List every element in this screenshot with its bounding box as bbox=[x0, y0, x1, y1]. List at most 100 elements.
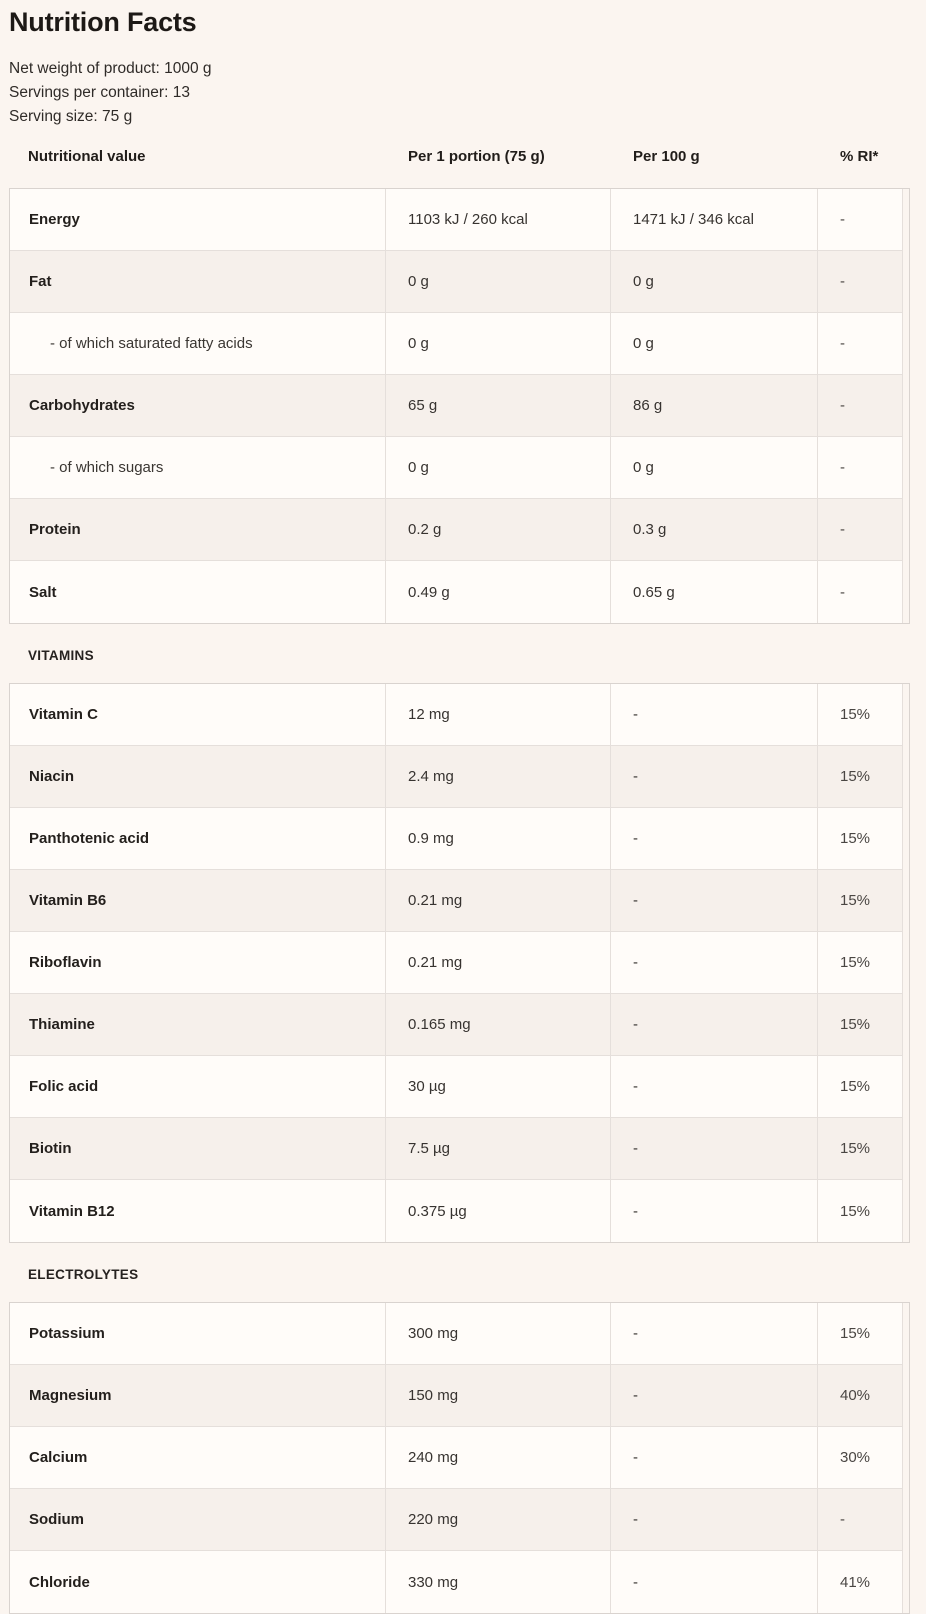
row-label-sugars: - of which sugars bbox=[10, 437, 386, 498]
table-row: Fat 0 g 0 g - bbox=[10, 251, 903, 313]
table-row: Calcium 240 mg - 30% bbox=[10, 1427, 903, 1489]
table-row: Vitamin B6 0.21 mg - 15% bbox=[10, 870, 903, 932]
row-value-ri: 15% bbox=[818, 994, 903, 1055]
table-row: Folic acid 30 µg - 15% bbox=[10, 1056, 903, 1118]
row-label-potassium: Potassium bbox=[10, 1303, 386, 1364]
table-row: Niacin 2.4 mg - 15% bbox=[10, 746, 903, 808]
row-value-per-100g: 0 g bbox=[611, 313, 818, 374]
page-title: Nutrition Facts bbox=[9, 7, 197, 37]
table-column-headers: Nutritional value Per 1 portion (75 g) P… bbox=[9, 148, 910, 166]
row-value-per-100g: - bbox=[611, 1118, 818, 1179]
row-value-per-100g: - bbox=[611, 1489, 818, 1550]
row-value-per-100g: 0 g bbox=[611, 437, 818, 498]
row-value-per-100g: - bbox=[611, 746, 818, 807]
row-value-per-portion: 330 mg bbox=[386, 1551, 611, 1613]
row-value-per-100g: - bbox=[611, 808, 818, 869]
row-value-ri: - bbox=[818, 251, 903, 312]
row-value-per-portion: 300 mg bbox=[386, 1303, 611, 1364]
product-meta: Net weight of product: 1000 g Servings p… bbox=[9, 57, 910, 129]
row-value-ri: 15% bbox=[818, 1303, 903, 1364]
row-value-per-portion: 0.2 g bbox=[386, 499, 611, 560]
net-weight-text: Net weight of product: 1000 g bbox=[9, 60, 212, 77]
row-label-biotin: Biotin bbox=[10, 1118, 386, 1179]
table-row: Chloride 330 mg - 41% bbox=[10, 1551, 903, 1613]
column-header-nutritional-value: Nutritional value bbox=[28, 148, 146, 165]
row-label-niacin: Niacin bbox=[10, 746, 386, 807]
row-value-per-100g: - bbox=[611, 1365, 818, 1426]
row-value-ri: - bbox=[818, 1489, 903, 1550]
row-label-vitamin-b12: Vitamin B12 bbox=[10, 1180, 386, 1242]
column-header-per-portion: Per 1 portion (75 g) bbox=[408, 148, 545, 165]
table-row: - of which sugars 0 g 0 g - bbox=[10, 437, 903, 499]
row-label-energy: Energy bbox=[10, 189, 386, 250]
row-value-ri: - bbox=[818, 375, 903, 436]
row-value-per-portion: 65 g bbox=[386, 375, 611, 436]
table-row: Panthotenic acid 0.9 mg - 15% bbox=[10, 808, 903, 870]
row-value-ri: 15% bbox=[818, 1118, 903, 1179]
row-value-ri: - bbox=[818, 313, 903, 374]
row-label-panthotenic-acid: Panthotenic acid bbox=[10, 808, 386, 869]
table-row: Potassium 300 mg - 15% bbox=[10, 1303, 903, 1365]
row-value-per-100g: 0.65 g bbox=[611, 561, 818, 623]
row-label-saturated-fatty-acids: - of which saturated fatty acids bbox=[10, 313, 386, 374]
row-value-per-portion: 2.4 mg bbox=[386, 746, 611, 807]
servings-per-container-text: Servings per container: 13 bbox=[9, 84, 190, 101]
row-label-vitamin-b6: Vitamin B6 bbox=[10, 870, 386, 931]
row-value-ri: 15% bbox=[818, 870, 903, 931]
row-value-per-portion: 0.21 mg bbox=[386, 870, 611, 931]
row-value-per-100g: - bbox=[611, 932, 818, 993]
row-label-chloride: Chloride bbox=[10, 1551, 386, 1613]
table-row: Vitamin B12 0.375 µg - 15% bbox=[10, 1180, 903, 1242]
row-value-ri: - bbox=[818, 437, 903, 498]
row-value-ri: 40% bbox=[818, 1365, 903, 1426]
row-value-per-portion: 30 µg bbox=[386, 1056, 611, 1117]
row-value-per-100g: - bbox=[611, 1180, 818, 1242]
row-value-per-portion: 1103 kJ / 260 kcal bbox=[386, 189, 611, 250]
table-row: Riboflavin 0.21 mg - 15% bbox=[10, 932, 903, 994]
row-value-ri: 15% bbox=[818, 1180, 903, 1242]
row-value-per-100g: - bbox=[611, 1056, 818, 1117]
macronutrients-table: Energy 1103 kJ / 260 kcal 1471 kJ / 346 … bbox=[9, 188, 910, 624]
row-value-per-portion: 0.49 g bbox=[386, 561, 611, 623]
table-row: Energy 1103 kJ / 260 kcal 1471 kJ / 346 … bbox=[10, 189, 903, 251]
row-label-folic-acid: Folic acid bbox=[10, 1056, 386, 1117]
row-label-sodium: Sodium bbox=[10, 1489, 386, 1550]
row-value-per-100g: 86 g bbox=[611, 375, 818, 436]
row-label-magnesium: Magnesium bbox=[10, 1365, 386, 1426]
row-value-ri: - bbox=[818, 189, 903, 250]
table-row: Sodium 220 mg - - bbox=[10, 1489, 903, 1551]
row-value-per-100g: 0.3 g bbox=[611, 499, 818, 560]
row-value-ri: 15% bbox=[818, 932, 903, 993]
section-heading-vitamins: VITAMINS bbox=[28, 648, 94, 663]
row-value-per-100g: - bbox=[611, 1303, 818, 1364]
row-value-per-100g: - bbox=[611, 994, 818, 1055]
row-value-ri: 15% bbox=[818, 808, 903, 869]
row-value-ri: 30% bbox=[818, 1427, 903, 1488]
row-label-fat: Fat bbox=[10, 251, 386, 312]
vitamins-table: Vitamin C 12 mg - 15% Niacin 2.4 mg - 15… bbox=[9, 683, 910, 1243]
row-value-ri: 15% bbox=[818, 684, 903, 745]
row-value-per-portion: 0 g bbox=[386, 251, 611, 312]
row-value-ri: - bbox=[818, 499, 903, 560]
row-value-per-portion: 0.9 mg bbox=[386, 808, 611, 869]
row-value-per-portion: 0.165 mg bbox=[386, 994, 611, 1055]
row-value-ri: 15% bbox=[818, 1056, 903, 1117]
row-label-salt: Salt bbox=[10, 561, 386, 623]
row-value-per-portion: 240 mg bbox=[386, 1427, 611, 1488]
row-value-per-portion: 0.375 µg bbox=[386, 1180, 611, 1242]
table-row: Protein 0.2 g 0.3 g - bbox=[10, 499, 903, 561]
row-value-per-100g: - bbox=[611, 1427, 818, 1488]
row-label-calcium: Calcium bbox=[10, 1427, 386, 1488]
row-label-riboflavin: Riboflavin bbox=[10, 932, 386, 993]
row-value-per-portion: 0 g bbox=[386, 437, 611, 498]
row-value-per-portion: 12 mg bbox=[386, 684, 611, 745]
row-label-vitamin-c: Vitamin C bbox=[10, 684, 386, 745]
row-value-per-100g: - bbox=[611, 684, 818, 745]
table-row: Magnesium 150 mg - 40% bbox=[10, 1365, 903, 1427]
row-value-per-portion: 0 g bbox=[386, 313, 611, 374]
row-value-per-portion: 7.5 µg bbox=[386, 1118, 611, 1179]
section-heading-electrolytes: ELECTROLYTES bbox=[28, 1267, 139, 1282]
table-row: Salt 0.49 g 0.65 g - bbox=[10, 561, 903, 623]
row-value-per-portion: 220 mg bbox=[386, 1489, 611, 1550]
table-row: Thiamine 0.165 mg - 15% bbox=[10, 994, 903, 1056]
